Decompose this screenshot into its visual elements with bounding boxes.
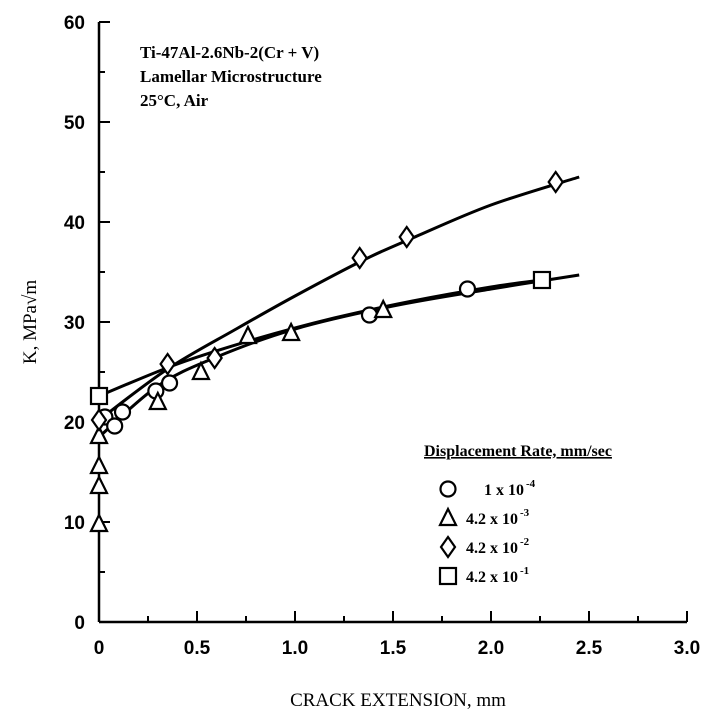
- triangle-marker: [89, 424, 109, 445]
- triangle-marker: [89, 454, 109, 475]
- circle-marker: [439, 480, 457, 498]
- y-tick-label: 20: [64, 413, 85, 434]
- legend-label-exponent: -3: [520, 507, 530, 519]
- circle-marker: [160, 374, 179, 392]
- circle-marker: [360, 306, 379, 324]
- legend-label: 1 x 10: [484, 482, 524, 499]
- annotation-alloy: Ti-47Al-2.6Nb-2(Cr + V): [140, 43, 319, 62]
- circle-marker: [458, 280, 477, 298]
- y-tick-label: 60: [64, 13, 85, 34]
- triangle-marker: [191, 360, 211, 381]
- y-tick-label: 40: [64, 213, 85, 234]
- x-tick-label: 2.0: [478, 638, 504, 659]
- axes: 0 10 20 30 40 50 60 0 0.5 1.0 1.5 2.0 2.5 3.0: [64, 13, 700, 659]
- y-tick-label: 0: [74, 613, 85, 634]
- triangle-marker: [89, 512, 109, 533]
- x-tick-label: 0.5: [184, 638, 211, 659]
- triangle-marker: [281, 321, 301, 342]
- legend-label: 4.2 x 10: [466, 569, 518, 586]
- square-marker: [532, 270, 552, 290]
- diamond-marker: [159, 352, 176, 376]
- data-points: [89, 170, 565, 533]
- triangle-marker: [148, 390, 168, 411]
- diamond-marker: [206, 346, 223, 370]
- annotation-microstructure: Lamellar Microstructure: [140, 67, 322, 86]
- x-tick-label: 3.0: [674, 638, 700, 659]
- legend-label-exponent: -4: [526, 478, 536, 490]
- square-marker: [438, 566, 458, 586]
- legend-label-exponent: -1: [520, 565, 529, 577]
- legend-items: 1 x 10 -44.2 x 10 -34.2 x 10 -24.2 x 10 -1: [438, 478, 536, 586]
- diamond-marker: [90, 408, 108, 432]
- circle-marker: [113, 403, 132, 421]
- triangle-marker: [373, 298, 393, 319]
- diamond-marker: [398, 225, 416, 249]
- fit-curves: [98, 175, 580, 439]
- legend-title: Displacement Rate, mm/sec: [424, 443, 612, 460]
- y-tick-label: 50: [64, 113, 85, 134]
- x-tick-label: 1.5: [380, 638, 407, 659]
- legend: Displacement Rate, mm/sec 1 x 10 -4 4.2 x …: [424, 443, 612, 586]
- y-tick-label: 10: [64, 513, 85, 534]
- annotation-block: Ti-47Al-2.6Nb-2(Cr + V) Lamellar Microst…: [140, 43, 322, 110]
- legend-label-exponent: -2: [520, 536, 530, 548]
- fit-curve: [98, 278, 543, 398]
- circle-marker: [106, 417, 124, 435]
- x-tick-label: 2.5: [576, 638, 603, 659]
- fit-curve: [98, 273, 580, 439]
- triangle-marker: [238, 324, 258, 345]
- legend-label: 4.2 x 10: [466, 540, 518, 557]
- y-tick-label: 30: [64, 313, 85, 334]
- diamond-marker: [439, 535, 457, 559]
- triangle-marker: [89, 474, 109, 495]
- diamond-marker: [547, 170, 565, 194]
- x-tick-label: 0: [94, 638, 105, 659]
- annotation-conditions: 25°C, Air: [140, 91, 209, 110]
- triangle-marker: [438, 506, 458, 527]
- y-axis-title: K, MPa√m: [20, 280, 41, 365]
- x-tick-label: 1.0: [282, 638, 308, 659]
- diamond-marker: [351, 246, 369, 270]
- square-marker: [89, 386, 109, 406]
- x-axis-title: CRACK EXTENSION, mm: [290, 690, 506, 711]
- legend-label: 4.2 x 10: [466, 511, 518, 528]
